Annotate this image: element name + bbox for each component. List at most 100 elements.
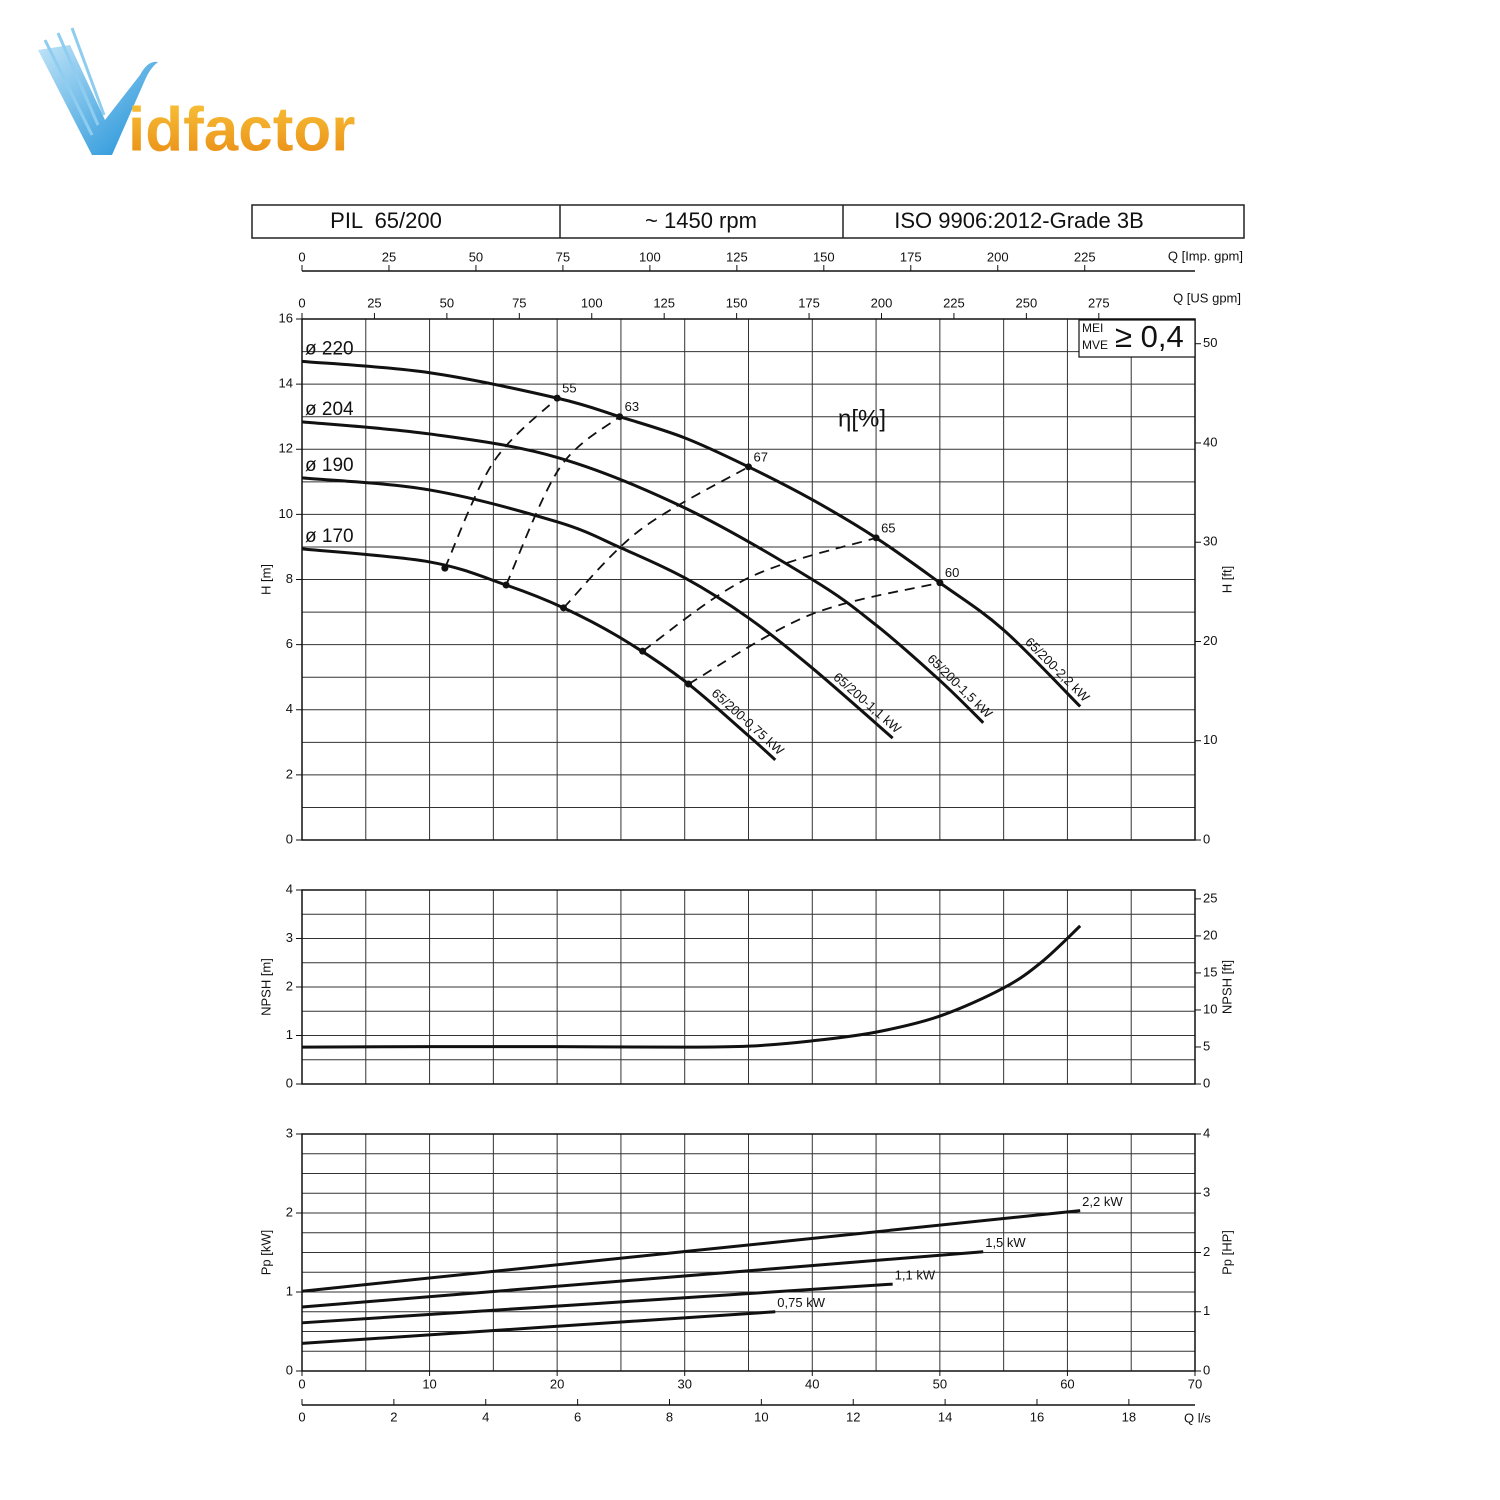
y-tick-label: 3 — [286, 930, 293, 945]
y2-axis-label: H [ft] — [1219, 566, 1234, 593]
y-tick-label: 6 — [286, 636, 293, 651]
efficiency-line — [642, 536, 877, 652]
imp-axis-label: Q [Imp. gpm] — [1168, 248, 1243, 263]
logo: idfactor — [38, 27, 355, 164]
y2-tick-label: 40 — [1203, 434, 1217, 449]
efficiency-line — [444, 397, 558, 569]
power-label: 1,5 kW — [985, 1235, 1026, 1250]
diameter-label: ø 190 — [305, 455, 354, 476]
imp-tick-label: 75 — [556, 249, 570, 264]
curve — [301, 420, 985, 724]
mei-value: ≥ 0,4 — [1115, 319, 1184, 354]
logo-v-lines — [43, 27, 106, 136]
efficiency-point — [553, 394, 561, 402]
efficiency-point — [936, 579, 944, 587]
us-tick-label: 200 — [871, 295, 893, 310]
y-tick-label: 4 — [286, 701, 293, 716]
y2-tick-label: 4 — [1203, 1125, 1210, 1140]
x-tick-label: 20 — [550, 1376, 564, 1391]
imp-tick-label: 100 — [639, 249, 661, 264]
imp-tick-label: 125 — [726, 249, 748, 264]
imp-tick-label: 225 — [1074, 249, 1096, 264]
x2-tick-label: 12 — [846, 1409, 860, 1424]
y2-tick-label: 50 — [1203, 335, 1217, 350]
y2-tick-label: 15 — [1203, 964, 1217, 979]
y2-tick-label: 2 — [1203, 1244, 1210, 1259]
motor-label: 65/200-1,1 kW — [831, 669, 905, 736]
us-tick-label: 100 — [581, 295, 603, 310]
us-axis-label: Q [US gpm] — [1173, 290, 1241, 305]
y-tick-label: 2 — [286, 766, 293, 781]
efficiency-label: 55 — [562, 381, 576, 396]
efficiency-label: 65 — [881, 520, 895, 535]
x2-tick-label: 0 — [298, 1409, 305, 1424]
y2-tick-label: 3 — [1203, 1185, 1210, 1200]
y-axis-label: H [m] — [258, 564, 273, 595]
y2-tick-label: 20 — [1203, 633, 1217, 648]
y2-tick-label: 0 — [1203, 1075, 1210, 1090]
mei-label: MEI — [1082, 321, 1103, 335]
curve — [301, 1250, 984, 1309]
imp-tick-label: 200 — [987, 249, 1009, 264]
y-tick-label: 14 — [279, 376, 293, 391]
x-tick-label: 30 — [677, 1376, 691, 1391]
efficiency-point — [639, 647, 647, 655]
y-axis-label: Pp [kW] — [258, 1230, 273, 1276]
y-tick-label: 0 — [286, 1075, 293, 1090]
us-tick-label: 225 — [943, 295, 965, 310]
y2-tick-label: 5 — [1203, 1038, 1210, 1053]
us-tick-label: 175 — [798, 295, 820, 310]
logo-text: idfactor — [128, 95, 355, 164]
x-tick-label: 40 — [805, 1376, 819, 1391]
y2-tick-label: 0 — [1203, 1362, 1210, 1377]
efficiency-point — [685, 680, 693, 688]
y-tick-label: 4 — [286, 881, 293, 896]
y-tick-label: 12 — [279, 441, 293, 456]
imp-tick-label: 50 — [469, 249, 483, 264]
header-standard: ISO 9906:2012-Grade 3B — [894, 208, 1144, 233]
efficiency-point — [872, 534, 880, 542]
imp-tick-label: 25 — [382, 249, 396, 264]
efficiency-label: 60 — [945, 565, 959, 580]
us-tick-label: 50 — [440, 295, 454, 310]
y-tick-label: 0 — [286, 831, 293, 846]
x-tick-label: 10 — [422, 1376, 436, 1391]
header: PIL 65/200 ~ 1450 rpm ISO 9906:2012-Grad… — [251, 204, 1245, 239]
x2-tick-label: 16 — [1030, 1409, 1044, 1424]
efficiency-point — [745, 463, 752, 471]
curve — [301, 1209, 1081, 1293]
y-tick-label: 1 — [286, 1283, 293, 1298]
us-tick-label: 150 — [726, 295, 748, 310]
x2-tick-label: 18 — [1122, 1409, 1136, 1424]
y2-tick-label: 1 — [1203, 1303, 1210, 1318]
efficiency-line — [688, 581, 941, 685]
imp-tick-label: 150 — [813, 249, 835, 264]
y2-axis-label: NPSH [ft] — [1219, 960, 1234, 1014]
x2-tick-label: 6 — [574, 1409, 581, 1424]
curve — [301, 476, 894, 740]
x-tick-label: 0 — [298, 1376, 305, 1391]
y2-tick-label: 10 — [1203, 1001, 1217, 1016]
x-tick-label: 50 — [933, 1376, 947, 1391]
y-axis-label: NPSH [m] — [258, 958, 273, 1016]
y2-tick-label: 30 — [1203, 534, 1217, 549]
us-tick-label: 25 — [367, 295, 381, 310]
header-speed: ~ 1450 rpm — [645, 208, 757, 233]
imp-tick-label: 0 — [298, 249, 305, 264]
y2-tick-label: 20 — [1203, 927, 1217, 942]
y-tick-label: 2 — [286, 978, 293, 993]
us-tick-label: 75 — [512, 295, 526, 310]
mei-box — [1078, 319, 1196, 358]
diameter-label: ø 170 — [305, 526, 354, 547]
y-tick-label: 10 — [279, 506, 293, 521]
x-tick-label: 60 — [1060, 1376, 1074, 1391]
y-tick-label: 1 — [286, 1027, 293, 1042]
power-label: 2,2 kW — [1082, 1194, 1123, 1209]
x2-tick-label: 4 — [482, 1409, 489, 1424]
y-tick-label: 8 — [286, 571, 293, 586]
motor-label: 65/200-1,5 kW — [925, 651, 997, 721]
x2-axis-label: Q l/s — [1184, 1410, 1211, 1425]
